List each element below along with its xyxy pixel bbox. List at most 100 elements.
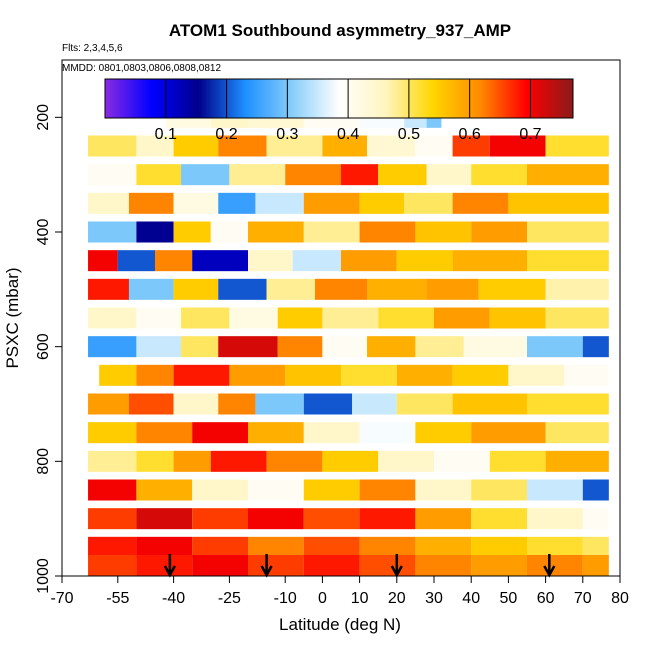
colorbar-tick-label: 0.6 (459, 126, 481, 143)
heatmap-cell (292, 250, 341, 272)
x-tick-label: -10 (274, 590, 297, 607)
heatmap-cell (303, 221, 360, 243)
heatmap-cell (248, 221, 304, 243)
x-tick-label: -25 (218, 590, 241, 607)
heatmap-cell (136, 164, 182, 186)
heatmap-cell (88, 450, 137, 472)
heatmap-cell (266, 135, 323, 157)
heatmap-cell (173, 450, 211, 472)
heatmap-cell (128, 393, 174, 415)
heatmap-cell (527, 393, 609, 415)
heatmap-cell (322, 450, 379, 472)
x-tick-label: -55 (106, 590, 129, 607)
y-tick-label: 600 (35, 333, 52, 360)
heatmap-cell (564, 364, 609, 386)
heatmap-cell (192, 508, 248, 530)
heatmap-cell (192, 250, 248, 272)
heatmap-cell (452, 364, 509, 386)
heatmap-cell (527, 164, 609, 186)
heatmap-cell (88, 536, 137, 558)
heatmap-cell (136, 508, 193, 530)
heatmap-cell (396, 364, 453, 386)
heatmap-cell (266, 278, 315, 300)
heatmap-cell (452, 135, 490, 157)
y-tick-label: 800 (35, 448, 52, 475)
heatmap-cell (128, 192, 174, 214)
heatmap-cell (181, 336, 219, 358)
x-tick-label: -70 (50, 590, 73, 607)
heatmap-cell (341, 164, 379, 186)
heatmap-cell (314, 278, 368, 300)
heatmap-cell (527, 250, 609, 272)
heatmap-cell (545, 422, 609, 444)
heatmap-cell (359, 479, 416, 501)
colorbar-tick-label: 0.1 (155, 126, 177, 143)
heatmap-cell (266, 450, 323, 472)
heatmap-cell (192, 479, 248, 501)
heatmap-cell (489, 307, 546, 329)
heatmap-cell (173, 393, 219, 415)
heatmap-cell (471, 164, 527, 186)
x-tick-label: 30 (425, 590, 443, 607)
heatmap-cell (173, 364, 230, 386)
heatmap-cell (136, 135, 174, 157)
colorbar-tick-label: 0.3 (276, 126, 298, 143)
heatmap-cell (396, 250, 453, 272)
heatmap-cell (88, 192, 129, 214)
heatmap-cell (378, 307, 434, 329)
heatmap-cell (527, 555, 583, 576)
heatmap-cell (322, 336, 368, 358)
heatmap-cell (322, 307, 379, 329)
heatmap-cell (248, 250, 293, 272)
x-tick-label: 20 (388, 590, 406, 607)
arrow-marker (543, 554, 556, 578)
x-tick-label: 80 (611, 590, 629, 607)
heatmap-cell (478, 278, 546, 300)
colorbar: 0.1 0.2 0.3 0.4 0.5 0.6 0.7 (104, 78, 574, 143)
heatmap-cell (173, 221, 211, 243)
heatmap-cell (508, 192, 609, 214)
heatmap-cell (192, 555, 248, 576)
heatmap-cell (88, 164, 137, 186)
heatmap-cell (396, 393, 453, 415)
heatmap-cell (489, 450, 546, 472)
arrow-marker (390, 554, 403, 578)
y-tick-label: 400 (35, 219, 52, 246)
dates-label: MMDD: 0801,0803,0806,0808,0812 (62, 63, 221, 74)
heatmap-cell (415, 221, 472, 243)
heatmap-cell (303, 508, 360, 530)
heatmap-cell (192, 422, 248, 444)
heatmap-cell (471, 422, 546, 444)
arrow-marker (163, 554, 176, 578)
heatmap-cell (341, 364, 397, 386)
heatmap-cell (88, 422, 137, 444)
heatmap-cell (471, 536, 527, 558)
x-tick-label: 0 (318, 590, 327, 607)
heatmap-cell (471, 221, 527, 243)
heatmap-cell (452, 393, 527, 415)
heatmap-cell (88, 555, 137, 576)
heatmap-cell (88, 479, 137, 501)
x-tick-label: 50 (500, 590, 518, 607)
heatmap-cell (218, 336, 278, 358)
heatmap-cell (582, 508, 609, 530)
latitude-markers (163, 554, 556, 578)
heatmap-cell (248, 555, 304, 576)
heatmap-cell (303, 555, 360, 576)
heatmap-cell (359, 536, 416, 558)
heatmap-cell (136, 450, 174, 472)
heatmap-cell (527, 536, 583, 558)
heatmap-cell (285, 364, 341, 386)
x-tick-label: 40 (462, 590, 480, 607)
x-tick-label: -40 (162, 590, 185, 607)
heatmap-cell (210, 450, 267, 472)
heatmap-cell (88, 307, 137, 329)
heatmap-cell (248, 508, 304, 530)
heatmap-cell (341, 250, 397, 272)
heatmap-cell (471, 555, 527, 576)
heatmap-cell (582, 479, 609, 501)
heatmap-cell (248, 422, 304, 444)
heatmap-cell (136, 555, 193, 576)
heatmap-cell (303, 393, 353, 415)
heatmap-cell (545, 307, 609, 329)
